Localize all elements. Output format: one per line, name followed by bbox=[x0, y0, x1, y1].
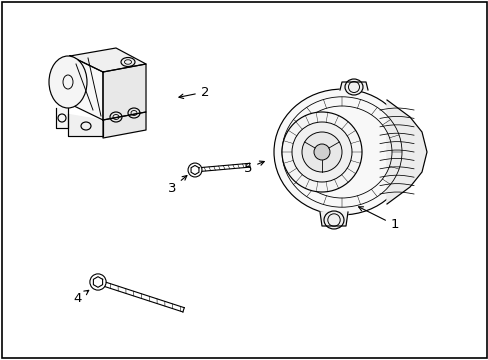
Polygon shape bbox=[339, 82, 367, 90]
Ellipse shape bbox=[273, 89, 409, 215]
Ellipse shape bbox=[313, 144, 329, 160]
Text: 2: 2 bbox=[179, 85, 209, 99]
Text: 1: 1 bbox=[358, 207, 398, 231]
Polygon shape bbox=[319, 212, 347, 226]
Text: 4: 4 bbox=[74, 290, 88, 305]
Ellipse shape bbox=[282, 112, 361, 192]
Text: 3: 3 bbox=[167, 176, 186, 194]
Polygon shape bbox=[56, 108, 68, 128]
Polygon shape bbox=[386, 100, 426, 204]
Ellipse shape bbox=[324, 211, 343, 229]
Ellipse shape bbox=[49, 56, 87, 108]
Polygon shape bbox=[103, 112, 146, 138]
Polygon shape bbox=[70, 48, 146, 72]
Ellipse shape bbox=[291, 122, 351, 182]
Text: 5: 5 bbox=[243, 161, 264, 175]
Polygon shape bbox=[103, 64, 146, 120]
Ellipse shape bbox=[345, 79, 362, 95]
Polygon shape bbox=[70, 56, 103, 120]
Ellipse shape bbox=[302, 132, 341, 172]
Polygon shape bbox=[68, 114, 103, 136]
